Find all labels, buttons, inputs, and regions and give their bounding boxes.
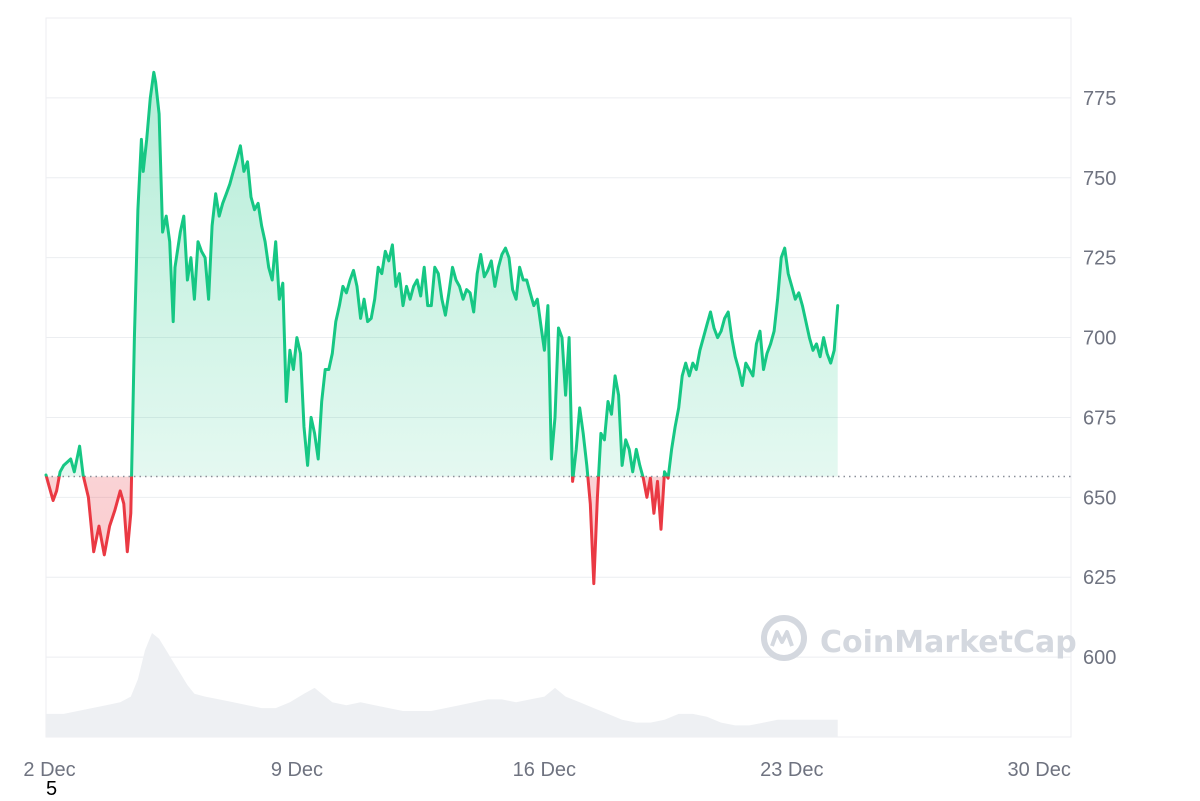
price-line [44, 70, 840, 586]
volume-area [46, 633, 838, 737]
logo-m-mark [770, 630, 794, 647]
x-tick-label: 16 Dec [513, 759, 576, 781]
x-tick-label: 30 Dec [1008, 759, 1071, 781]
area-above-baseline [46, 72, 838, 477]
x-tick-label: 9 Dec [271, 759, 323, 781]
y-tick-label-750: 750 [1083, 168, 1116, 190]
price-line-above [44, 70, 840, 477]
area-below-baseline [46, 476, 838, 584]
watermark: CoinMarketCap [761, 615, 1077, 661]
y-tick-label-600: 600 [1083, 647, 1116, 669]
x-tick-label: 2 Dec [23, 759, 75, 781]
y-tick-label-700: 700 [1083, 328, 1116, 350]
x-tick-label: 23 Dec [760, 759, 823, 781]
footnote: 5 [46, 778, 58, 800]
y-tick-label-650: 650 [1083, 487, 1116, 509]
price-area [46, 72, 838, 584]
y-tick-label-675: 675 [1083, 407, 1116, 429]
volume-shape [46, 633, 838, 737]
coinmarketcap-logo-icon [761, 615, 807, 661]
x-axis: 2 Dec 9 Dec 16 Dec 23 Dec 30 Dec [23, 759, 1070, 781]
y-tick-label-725: 725 [1083, 248, 1116, 270]
y-tick-label-625: 625 [1083, 567, 1116, 589]
y-axis: 600 625 650 675 700 725 750 775 [1083, 88, 1116, 669]
watermark-text: CoinMarketCap [820, 625, 1077, 660]
y-tick-label-775: 775 [1083, 88, 1116, 110]
